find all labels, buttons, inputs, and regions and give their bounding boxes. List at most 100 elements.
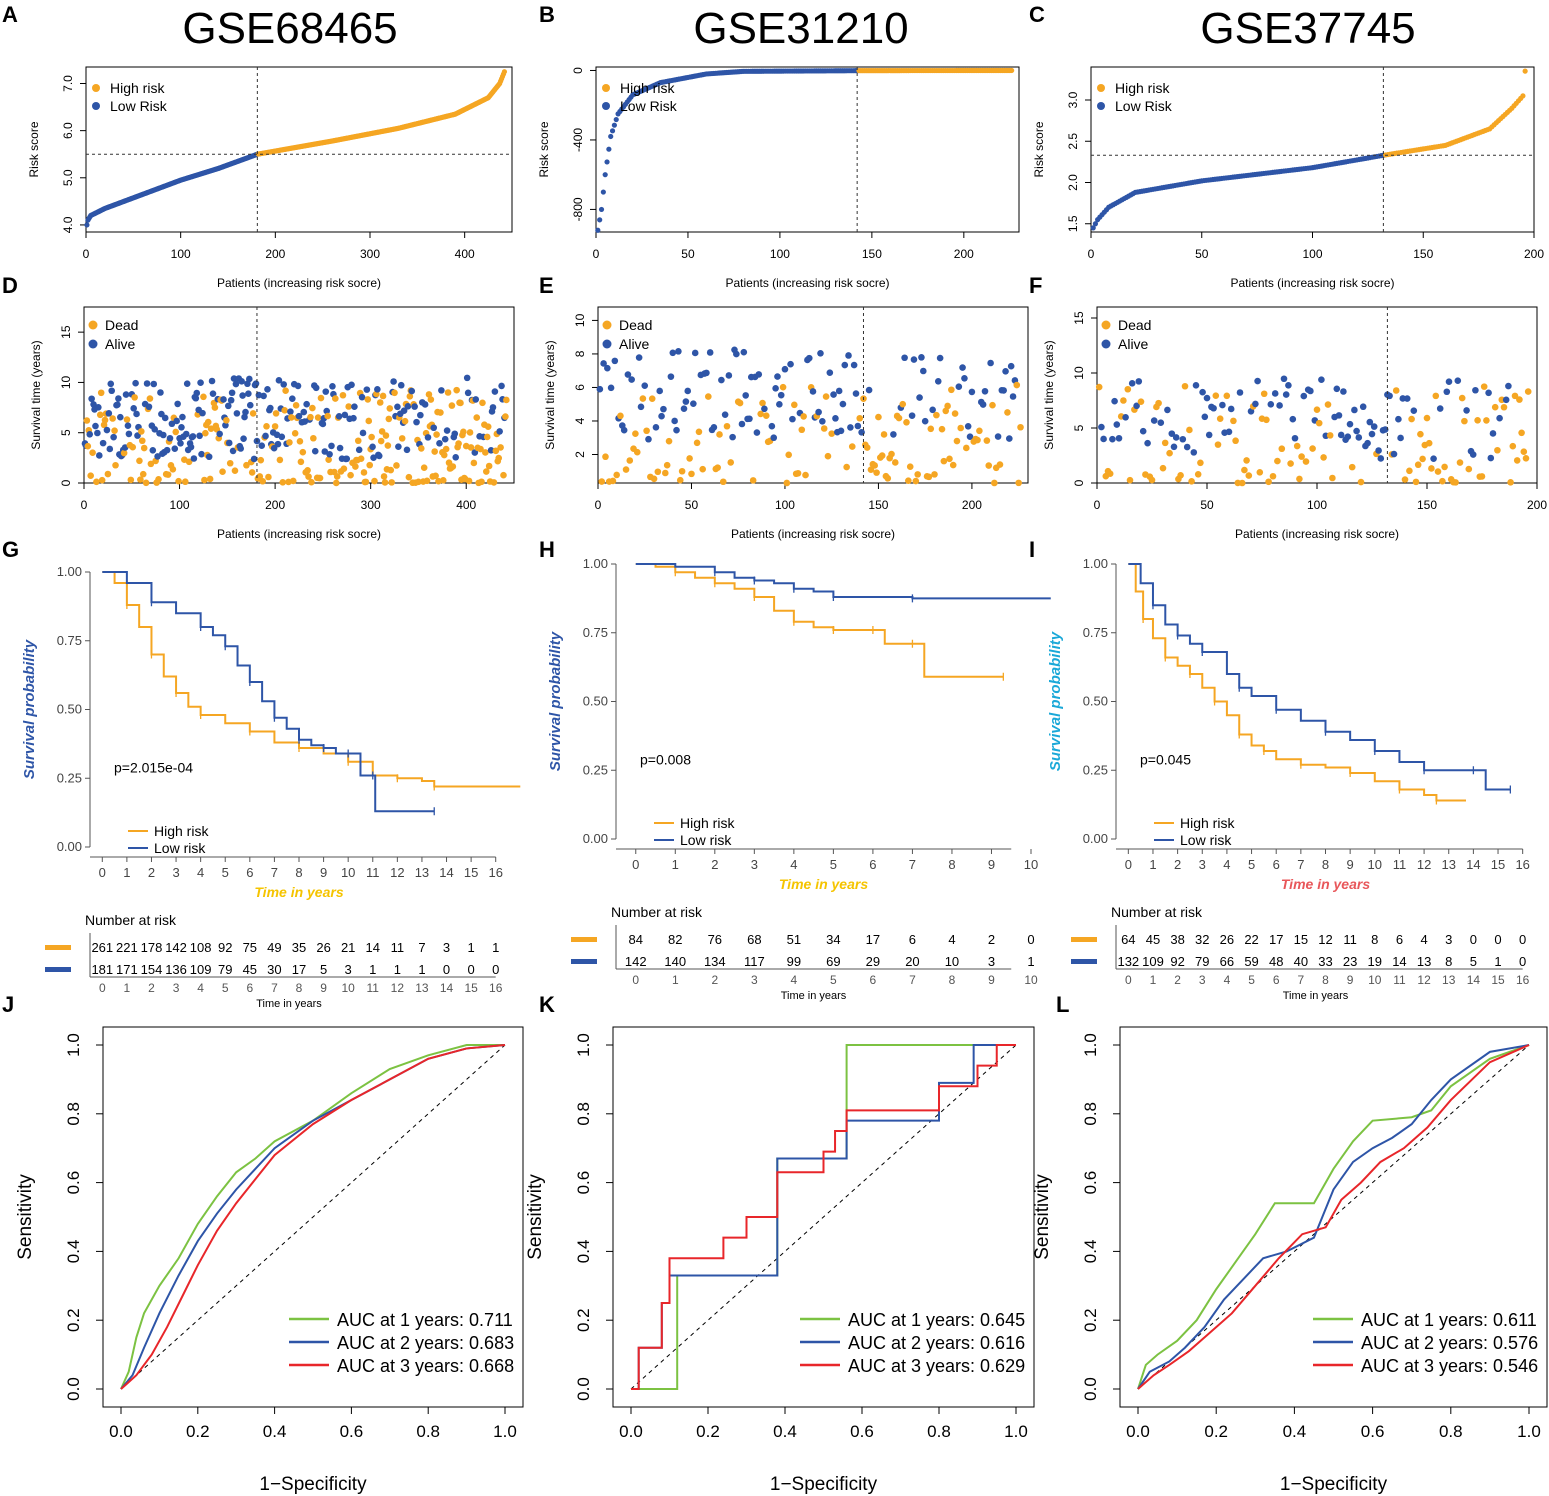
x-tick-label: 0 [1088,247,1095,261]
x-tick-label: 0 [99,865,106,880]
x-tick-label: 11 [366,865,380,880]
high-risk-curve [102,571,521,788]
risk-count-high: 12 [1318,932,1332,947]
alive-point [1364,439,1371,447]
legend-marker-low [1097,102,1105,110]
x-tick-label: 200 [962,498,982,512]
alive-point [1113,421,1121,428]
risk-count-low: 79 [1195,954,1209,969]
alive-point [901,354,908,362]
y-axis-label: Survival probability [1047,631,1064,771]
alive-point [274,440,282,448]
alive-point [667,373,675,380]
alive-point [246,375,253,383]
dead-point [873,469,880,476]
alive-point [787,360,794,368]
plot-frame [1119,1026,1548,1408]
alive-point [761,405,768,413]
panel-label-K: K [539,992,555,1017]
dead-point [719,478,727,486]
legend-label: AUC at 2 years: 0.616 [848,1333,1025,1353]
alive-point [413,418,420,426]
panel-label-H: H [539,537,555,562]
dead-point [1513,457,1521,464]
dead-point [1177,472,1184,479]
x-tick-label: 2 [1174,857,1181,872]
dead-point [470,459,478,467]
risk-time-label: 2 [148,981,155,995]
alive-point [1340,388,1347,395]
alive-point [789,415,796,423]
alive-point [981,387,989,395]
x-tick-label: 300 [360,247,380,261]
dead-point [1414,461,1422,469]
x-tick-label: 100 [770,247,790,261]
risk-time-label: 14 [440,981,454,995]
alive-point [363,386,371,393]
alive-point [1210,404,1217,412]
risk-time-label: 9 [1347,973,1354,987]
x-axis-label: Time in years [254,884,343,900]
alive-point [1496,414,1503,422]
risk-count-high: 261 [91,940,113,955]
y-tick-label: 0.0 [574,1377,593,1401]
dead-point [648,395,656,402]
dead-point [201,476,208,484]
dead-point [880,431,888,438]
dead-point [1461,417,1468,425]
alive-point [817,349,824,357]
roc-curve-1-year [120,1044,505,1390]
p-value: p=0.045 [1140,751,1191,767]
alive-point [358,393,366,401]
risk-time-label: 4 [791,973,798,987]
alive-point [1333,385,1341,393]
alive-point [830,391,837,398]
dead-point [927,425,935,433]
dead-point [695,428,703,436]
y-tick-label: 1.0 [1081,1033,1100,1057]
panel-label-C: C [1029,2,1045,27]
panel-label-G: G [2,537,19,562]
dead-point [1432,392,1440,400]
dead-point [314,414,322,421]
plot-frame [595,66,1020,233]
dead-point [676,476,684,484]
dead-point [1263,416,1270,424]
risk-count-low: 17 [292,962,306,977]
dead-point [1188,478,1195,485]
x-tick-label: 100 [170,498,190,512]
alive-point [417,411,424,419]
dead-point [497,444,504,451]
low-risk-curve [102,571,435,813]
dead-point [949,461,957,469]
x-tick-label: 9 [988,857,995,872]
alive-point [199,409,206,417]
dead-point [1465,465,1473,473]
dead-point [347,471,354,479]
legend-label-low: Low risk [154,840,206,856]
dead-point [231,467,239,474]
dead-point [693,439,701,447]
dead-point [175,477,182,485]
dead-point [340,465,348,472]
x-tick-label: 4 [790,857,797,872]
alive-point [961,374,968,382]
y-tick-label: 0.2 [574,1308,593,1332]
x-tick-label: 100 [171,247,191,261]
alive-point [233,410,241,417]
dead-point [84,442,92,450]
alive-point [718,376,725,384]
dead-point [248,469,256,476]
legend-marker-alive [602,339,612,349]
legend-marker-alive [88,339,98,349]
risk-count-high: 108 [190,940,212,955]
risk-table-xlabel: Time in years [781,990,847,1002]
dead-point [406,393,414,400]
risk-count-low: 109 [190,962,212,977]
alive-point [472,396,480,403]
dead-point [317,394,325,402]
alive-point [721,411,729,418]
risk-time-label: 12 [1417,973,1431,987]
alive-point [1487,454,1495,462]
alive-point [850,361,858,369]
